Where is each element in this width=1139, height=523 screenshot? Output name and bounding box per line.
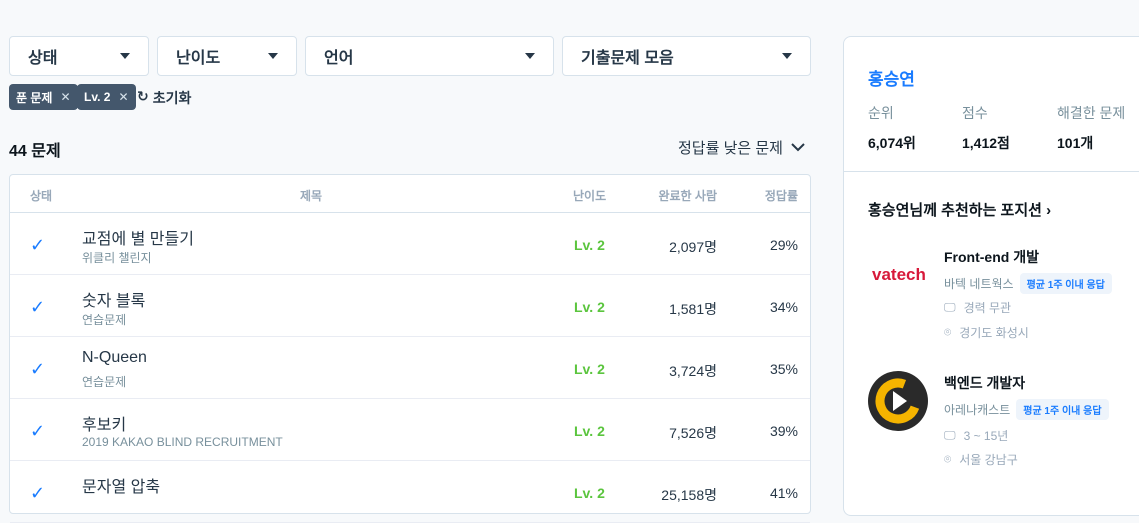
problem-category: 위클리 챌린지 bbox=[82, 251, 152, 265]
chevron-down-icon bbox=[791, 143, 805, 152]
location-pin-icon: ⌾ bbox=[944, 452, 952, 466]
completed-count: 1,581명 bbox=[669, 301, 717, 317]
problem-level: Lv. 2 bbox=[574, 485, 605, 501]
completed-count: 2,097명 bbox=[669, 239, 717, 255]
completed-count: 7,526명 bbox=[669, 425, 717, 441]
filter-chip[interactable]: Lv. 2 ✕ bbox=[77, 84, 136, 110]
problem-level: Lv. 2 bbox=[574, 423, 605, 439]
collection-filter[interactable]: 기출문제 모음 bbox=[562, 36, 811, 76]
vatech-logo: vatech bbox=[872, 265, 926, 284]
check-icon: ✓ bbox=[30, 483, 46, 503]
problem-table: 상태 제목 난이도 완료한 사람 정답률 ✓ 교점에 별 만들기 위클리 챌린지… bbox=[9, 174, 811, 523]
table-row[interactable]: ✓ 교점에 별 만들기 위클리 챌린지 Lv. 2 2,097명 29% bbox=[10, 213, 810, 275]
table-row[interactable]: ✓ 숫자 블록 연습문제 Lv. 2 1,581명 34% bbox=[10, 275, 810, 337]
problem-category: 연습문제 bbox=[82, 375, 127, 389]
monitor-icon: 🖵 bbox=[944, 300, 956, 314]
problem-level: Lv. 2 bbox=[574, 237, 605, 253]
language-filter[interactable]: 언어 bbox=[305, 36, 554, 76]
problem-category: 연습문제 bbox=[82, 313, 127, 327]
problem-level: Lv. 2 bbox=[574, 299, 605, 315]
table-row[interactable]: ✓ 문자열 압축 Lv. 2 25,158명 41% bbox=[10, 461, 810, 523]
success-rate: 39% bbox=[769, 423, 798, 439]
caret-down-icon bbox=[782, 53, 792, 59]
success-rate: 34% bbox=[769, 299, 798, 315]
divider bbox=[844, 171, 1139, 172]
problem-title[interactable]: 문자열 압축 bbox=[82, 479, 161, 496]
check-icon: ✓ bbox=[30, 421, 46, 441]
profile-panel: 홍승연 순위 6,074위 점수 1,412점 해결한 문제 101개 홍승연님께 추… bbox=[843, 36, 1139, 516]
close-icon[interactable]: ✕ bbox=[118, 90, 129, 104]
caret-down-icon bbox=[268, 53, 278, 59]
problem-title[interactable]: 숫자 블록 bbox=[82, 293, 146, 310]
table-row[interactable]: ✓ 후보키 2019 KAKAO BLIND RECRUITMENT Lv. 2… bbox=[10, 399, 810, 461]
caret-down-icon bbox=[525, 53, 535, 59]
completed-count: 3,724명 bbox=[669, 363, 717, 379]
problem-title[interactable]: N-Queen bbox=[82, 349, 147, 366]
problem-title[interactable]: 교점에 별 만들기 bbox=[82, 231, 194, 248]
check-icon: ✓ bbox=[30, 359, 46, 379]
success-rate: 35% bbox=[769, 361, 798, 377]
check-icon: ✓ bbox=[30, 235, 46, 255]
chevron-right-icon: › bbox=[1046, 202, 1052, 219]
problem-count: 44 문제 bbox=[9, 143, 61, 160]
status-filter[interactable]: 상태 bbox=[9, 36, 149, 76]
reset-button[interactable]: ↻ 초기화 bbox=[137, 88, 192, 106]
table-header: 상태 제목 난이도 완료한 사람 정답률 bbox=[10, 175, 810, 213]
user-name[interactable]: 홍승연 bbox=[868, 70, 915, 89]
success-rate: 29% bbox=[769, 237, 798, 253]
completed-count: 25,158명 bbox=[661, 487, 717, 503]
refresh-icon: ↻ bbox=[137, 88, 149, 104]
success-rate: 41% bbox=[769, 485, 798, 501]
problem-category: 2019 KAKAO BLIND RECRUITMENT bbox=[82, 435, 283, 449]
monitor-icon: 🖵 bbox=[944, 428, 956, 442]
caret-down-icon bbox=[120, 53, 130, 59]
arenacast-logo bbox=[868, 371, 928, 431]
recommend-link[interactable]: 홍승연님께 추천하는 포지션 › bbox=[868, 202, 1052, 219]
problem-level: Lv. 2 bbox=[574, 361, 605, 377]
location-pin-icon: ⌾ bbox=[944, 325, 952, 339]
sort-dropdown[interactable]: 정답률 낮은 문제 bbox=[678, 137, 805, 158]
problem-title[interactable]: 후보키 bbox=[82, 417, 127, 434]
table-row[interactable]: ✓ N-Queen 연습문제 Lv. 2 3,724명 35% bbox=[10, 337, 810, 399]
check-icon: ✓ bbox=[30, 297, 46, 317]
close-icon[interactable]: ✕ bbox=[60, 90, 71, 104]
filter-chip[interactable]: 푼 문제 ✕ bbox=[9, 84, 78, 110]
level-filter[interactable]: 난이도 bbox=[157, 36, 297, 76]
